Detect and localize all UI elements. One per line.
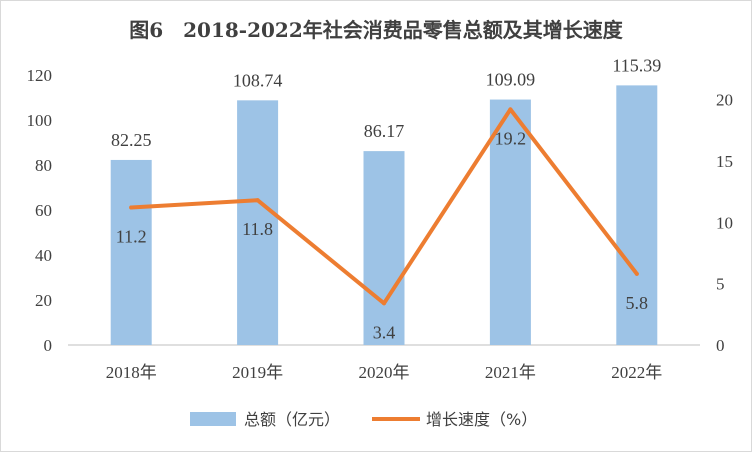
y-right-tick-label: 0 xyxy=(716,336,725,355)
legend: 总额（亿元） 增长速度（%） xyxy=(190,410,537,429)
line-point xyxy=(508,107,513,112)
y-left-tick-label: 60 xyxy=(35,201,52,220)
legend-label-bar: 总额（亿元） xyxy=(244,410,340,429)
y-right-tick-label: 15 xyxy=(716,152,733,171)
line-value-label: 11.8 xyxy=(242,219,273,239)
y-left-tick-label: 120 xyxy=(27,66,53,85)
y-right-tick-label: 20 xyxy=(716,91,733,110)
chart-title: 图6 2018-2022年社会消费品零售总额及其增长速度 xyxy=(129,18,623,42)
y-left-tick-label: 40 xyxy=(35,246,52,265)
x-tick-label: 2020年 xyxy=(359,363,410,382)
y-right-tick-label: 10 xyxy=(716,213,733,232)
x-tick-label: 2021年 xyxy=(485,363,536,382)
line-point xyxy=(129,205,134,210)
line-value-label: 11.2 xyxy=(116,227,147,247)
line-group xyxy=(129,107,639,306)
line-point xyxy=(382,301,386,306)
bar-value-label: 108.74 xyxy=(233,70,283,90)
axes-group: 0 20 40 60 80 100 120 0 5 10 15 20 2018年 2019年 2020年 20… xyxy=(27,66,734,382)
y-left-tick-label: 100 xyxy=(27,111,53,130)
bar-value-label: 109.09 xyxy=(486,70,536,90)
bar-value-label: 82.25 xyxy=(111,130,152,150)
legend-swatch-bar xyxy=(190,412,236,426)
x-tick-label: 2019年 xyxy=(232,363,283,382)
bar xyxy=(616,85,658,345)
bar xyxy=(363,151,405,345)
bar xyxy=(237,100,279,346)
line-point xyxy=(634,271,639,276)
y-left-tick-label: 80 xyxy=(35,156,52,175)
data-labels-group: 82.25 108.74 86.17 109.09 115.39 11.2 11.8 3.4 1… xyxy=(111,55,661,342)
legend-label-line: 增长速度（%） xyxy=(426,410,537,429)
bar-value-label: 86.17 xyxy=(364,121,405,141)
bars-group xyxy=(110,85,658,346)
x-tick-label: 2018年 xyxy=(106,363,157,382)
y-right-tick-label: 5 xyxy=(716,275,725,294)
x-tick-label: 2022年 xyxy=(611,363,662,382)
line-value-label: 3.4 xyxy=(373,322,396,342)
line-value-label: 19.2 xyxy=(495,128,527,148)
bar xyxy=(489,99,531,345)
bar-value-label: 115.39 xyxy=(612,55,661,75)
y-left-tick-label: 0 xyxy=(44,336,53,355)
y-left-tick-label: 20 xyxy=(35,291,52,310)
line-value-label: 5.8 xyxy=(626,293,649,313)
bar xyxy=(110,159,152,345)
line-point xyxy=(255,198,260,203)
